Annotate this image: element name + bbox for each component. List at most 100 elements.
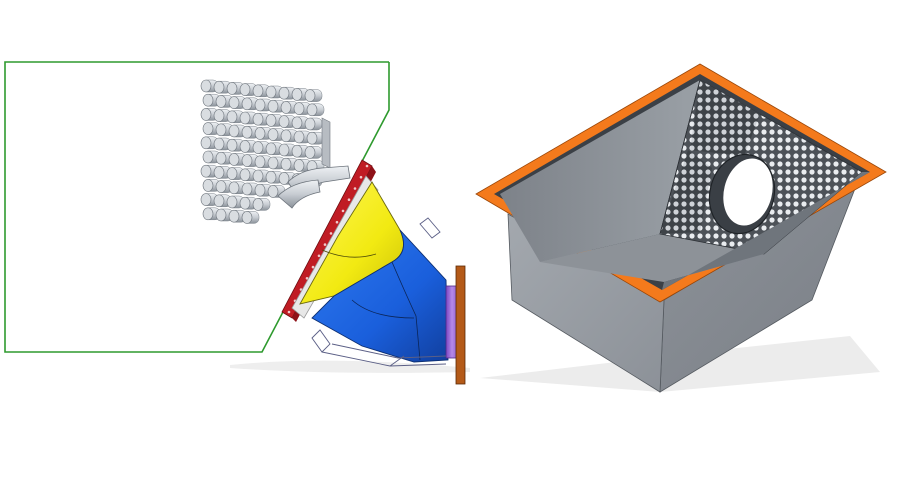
right-assembly [475, 63, 887, 393]
flange-bolt [335, 220, 339, 224]
tube-end [215, 180, 227, 193]
tube-end [239, 140, 251, 153]
tube-end [226, 82, 238, 95]
tube-end [252, 198, 264, 211]
bundle-back-plate [321, 117, 331, 169]
flange-bolt [353, 187, 357, 190]
flange-bolt [329, 232, 333, 235]
tube-end [280, 101, 292, 114]
tube-end [215, 208, 227, 222]
inner-left-wall [500, 80, 700, 262]
tube-end [278, 86, 290, 100]
box-floor [540, 234, 764, 282]
tube-end [265, 114, 277, 127]
cone-seam-line [321, 249, 377, 258]
tube-end [254, 183, 266, 197]
flange-bolt [287, 310, 291, 314]
tube-end [239, 83, 251, 96]
tube-end [226, 138, 238, 152]
tube-end [213, 166, 225, 179]
tube-end [254, 127, 266, 140]
tube-end [226, 167, 238, 180]
tube-end [202, 122, 214, 135]
tube-bundle [200, 79, 331, 224]
flange-bolt [365, 164, 369, 168]
tube-end [252, 112, 264, 126]
left-assembly [4, 61, 470, 385]
tube-end [213, 137, 225, 151]
cone-seam-line [351, 299, 415, 319]
flange-bolt [323, 243, 327, 246]
tube-end [293, 159, 305, 172]
tube-end [200, 136, 212, 150]
tube-end [304, 146, 316, 159]
tube-end [306, 103, 318, 117]
tube-end [226, 110, 238, 124]
tube-end [241, 154, 253, 167]
tube-end [280, 157, 292, 171]
tube-end [226, 195, 238, 209]
tube-end [228, 96, 240, 109]
tube-end [215, 95, 227, 108]
flange-bolt [305, 277, 309, 280]
flange-bolt [341, 209, 345, 213]
tube-end [200, 108, 212, 121]
tube-end [213, 194, 225, 208]
support-brackets [311, 217, 447, 367]
tube-end [213, 109, 225, 122]
tube-end [241, 211, 253, 224]
tube-end [254, 98, 266, 112]
tube-end [291, 144, 303, 158]
bent-tube [277, 165, 351, 209]
tube-end [280, 129, 292, 143]
flange-bolt [317, 254, 321, 258]
tube-end [202, 150, 214, 164]
tube-end [200, 193, 212, 206]
tube-end [278, 172, 290, 185]
tube-end [200, 164, 212, 178]
tube-end [267, 156, 279, 170]
tube-end [215, 151, 227, 165]
tube-end [293, 130, 305, 144]
tube-end [252, 169, 264, 183]
tube-end [252, 141, 264, 154]
tube-end [291, 116, 303, 130]
inner-right-wall [662, 172, 870, 290]
tube-end [241, 125, 253, 139]
tube-end [228, 124, 240, 138]
tube-end [265, 142, 277, 156]
tube-end [215, 123, 227, 137]
tube-end [267, 99, 279, 113]
tube-end [228, 181, 240, 195]
boundary-outline [4, 61, 390, 353]
tube-end [252, 84, 264, 98]
tube-end [278, 115, 290, 128]
tube-end [293, 102, 305, 115]
tube-end [304, 89, 316, 102]
tube-end [202, 93, 214, 107]
tube-end [278, 143, 290, 157]
tube-end [254, 155, 266, 169]
tube-end [239, 196, 251, 210]
outlet-flange [455, 265, 466, 385]
tube-end [239, 168, 251, 182]
tube-end [239, 111, 251, 125]
ground-shadow [230, 360, 470, 373]
tube-end [228, 209, 240, 223]
cone-lower-segment [311, 229, 449, 363]
tube-end [241, 182, 253, 196]
tube-end [306, 131, 318, 145]
tube-end [202, 207, 214, 221]
tube-end [213, 80, 225, 94]
tube-end [304, 117, 316, 131]
tube-end [265, 85, 277, 99]
tube-end [265, 170, 277, 184]
flange-bolt [347, 198, 351, 201]
tube-end [200, 79, 212, 93]
circular-opening [708, 153, 776, 235]
tube-end [228, 153, 240, 166]
flange-bolt [359, 175, 363, 179]
tube-end [291, 88, 303, 101]
tube-end [267, 185, 279, 198]
